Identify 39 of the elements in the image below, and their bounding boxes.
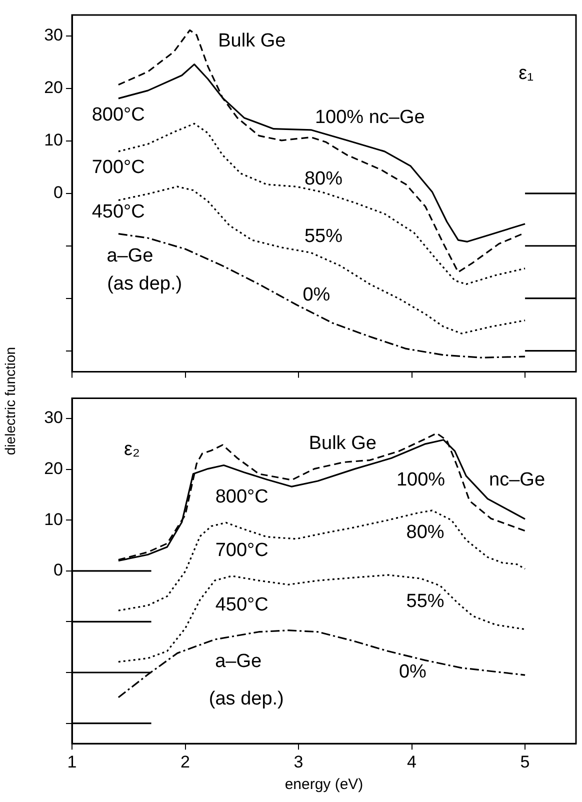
annotation: 800°C — [215, 486, 268, 508]
x-tick-label: 2 — [180, 752, 190, 772]
annotation: 0% — [398, 662, 427, 683]
annotation: a–Ge — [106, 245, 154, 266]
annotation: Bulk Ge — [218, 30, 286, 52]
y-tick-label: 30 — [44, 26, 63, 45]
annotation: 450°C — [215, 594, 268, 616]
x-tick-label: 1 — [67, 752, 77, 772]
y-axis-title: dielectric function — [1, 346, 19, 458]
annotation: (as dep.) — [107, 273, 182, 294]
y-tick-label: 20 — [44, 78, 63, 98]
annotation: 0% — [302, 284, 330, 306]
annotation: 80% — [406, 522, 444, 544]
annotation: (as dep.) — [208, 688, 284, 710]
annotation: 80% — [304, 168, 343, 190]
annotation: nc–Ge — [489, 469, 546, 490]
line-series — [118, 510, 526, 612]
x-tick-label: 4 — [407, 752, 417, 772]
annotation: a–Ge — [215, 650, 262, 672]
y-tick-label: 0 — [54, 560, 63, 580]
y-tick-label: 10 — [44, 510, 63, 529]
annotation: 100% nc–Ge — [314, 106, 425, 128]
y-tick-label: 0 — [54, 183, 63, 202]
annotation: 55% — [406, 591, 444, 612]
annotation: 450°C — [92, 202, 145, 223]
y-tick-label: 10 — [44, 130, 63, 150]
x-tick-label: 5 — [520, 752, 530, 772]
x-axis-title: energy (eV) — [284, 776, 364, 794]
annotation: ε₂ — [124, 438, 140, 460]
annotation: 700°C — [92, 156, 145, 178]
annotation: 55% — [304, 226, 343, 247]
x-tick-label: 3 — [294, 752, 304, 772]
annotation: ε₁ — [518, 63, 534, 84]
y-tick-label: 20 — [44, 459, 63, 478]
annotation: 700°C — [215, 540, 268, 561]
annotation: Bulk Ge — [308, 433, 376, 454]
y-tick-label: 30 — [44, 408, 63, 428]
annotation: 800°C — [92, 104, 145, 126]
annotation: 100% — [396, 469, 446, 490]
